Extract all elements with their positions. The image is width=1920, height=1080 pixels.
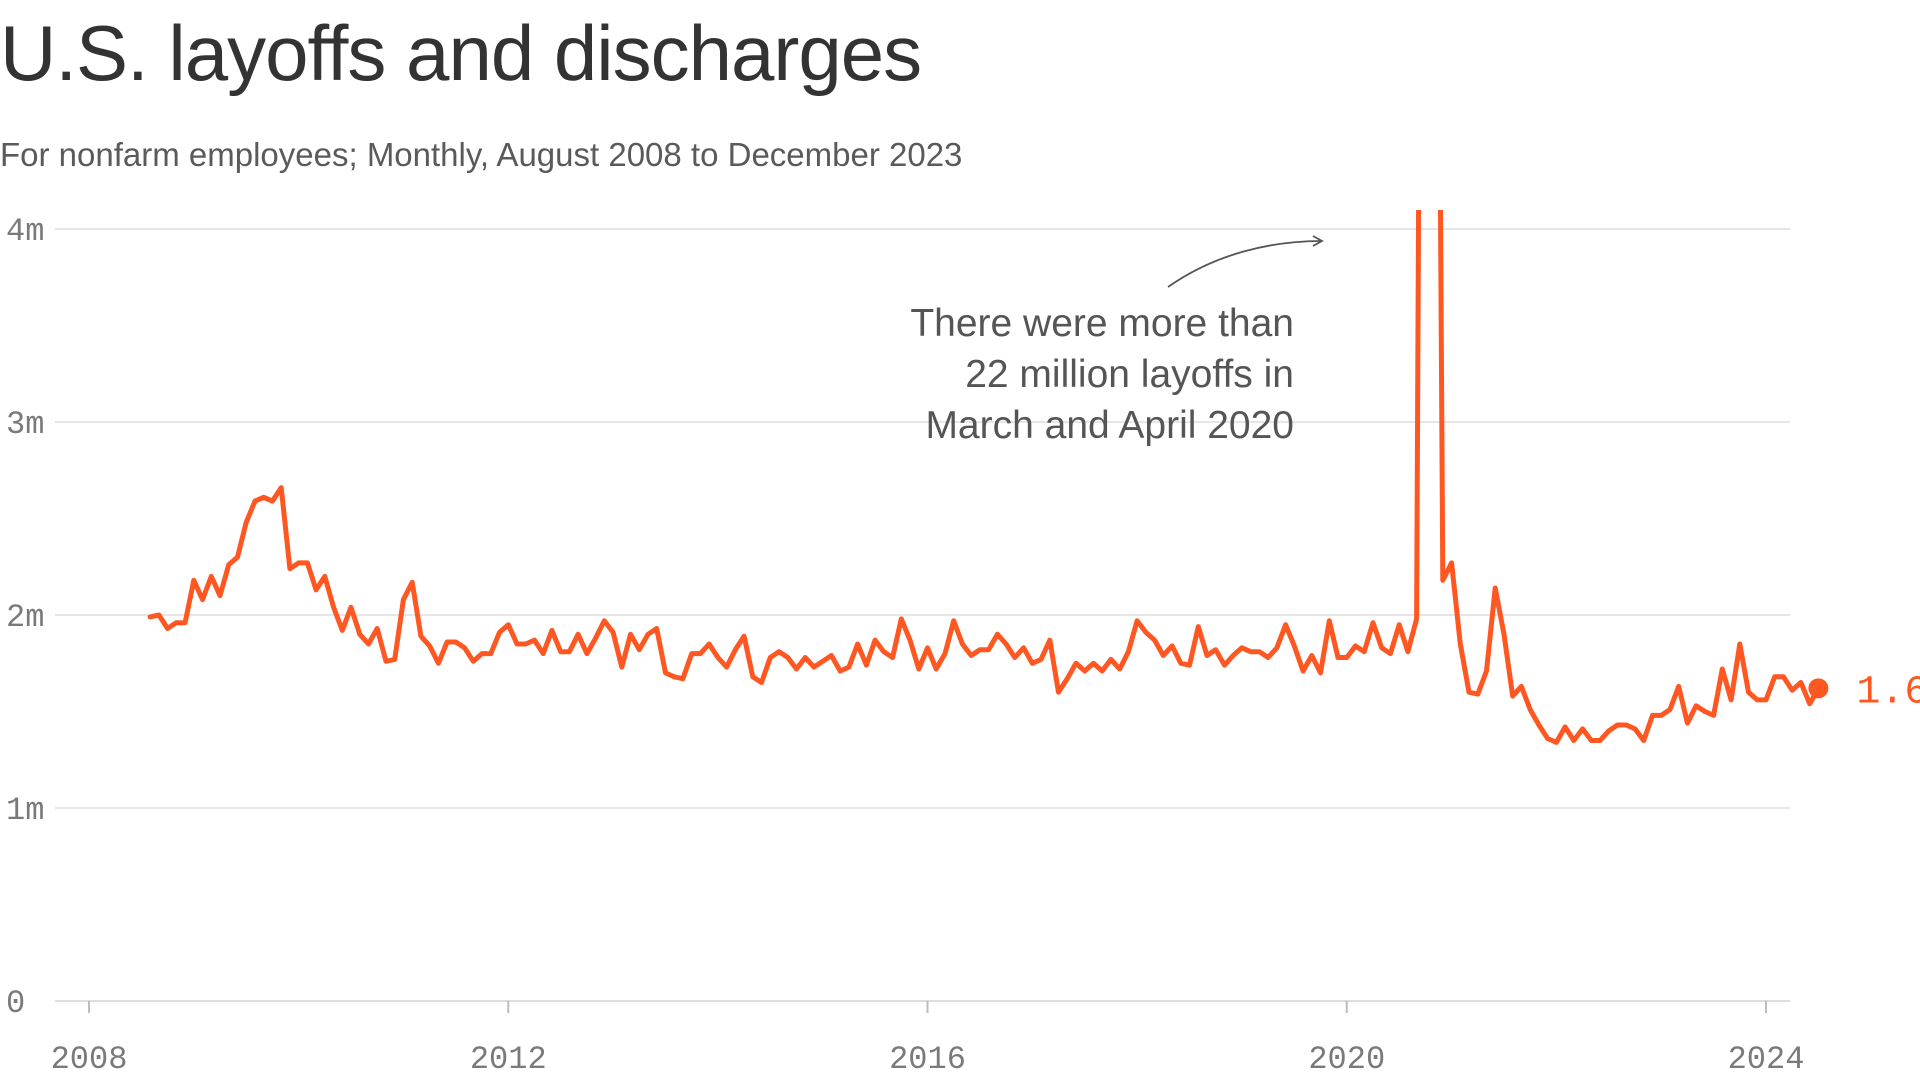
annotation-arrow <box>1167 235 1324 288</box>
y-tick-label: 2m <box>6 599 44 636</box>
x-tick-label: 2020 <box>1308 1041 1385 1078</box>
x-axis: 2008 2012 2016 2020 2024 <box>51 1001 1805 1078</box>
covid-annotation: There were more than 22 million layoffs … <box>910 235 1324 447</box>
x-tick-label: 2008 <box>51 1041 128 1078</box>
chart-title: U.S. layoffs and discharges <box>0 9 922 97</box>
x-tick-label: 2016 <box>889 1041 966 1078</box>
chart-subtitle: For nonfarm employees; Monthly, August 2… <box>0 136 963 173</box>
end-value-label: 1.6m <box>1856 670 1920 715</box>
y-tick-label: 4m <box>6 213 44 250</box>
end-point <box>1808 678 1829 699</box>
y-tick-label: 3m <box>6 406 44 443</box>
y-axis: 0 1m 2m 3m 4m <box>6 213 44 1022</box>
x-tick-label: 2012 <box>470 1041 547 1078</box>
series-line <box>147 210 1821 745</box>
y-tick-label: 0 <box>6 985 25 1022</box>
x-tick-label: 2024 <box>1728 1041 1805 1078</box>
annotation-line-3: March and April 2020 <box>925 404 1294 447</box>
annotation-line-1: There were more than <box>910 302 1294 345</box>
annotation-line-2: 22 million layoffs in <box>965 353 1294 396</box>
y-tick-label: 1m <box>6 792 44 829</box>
